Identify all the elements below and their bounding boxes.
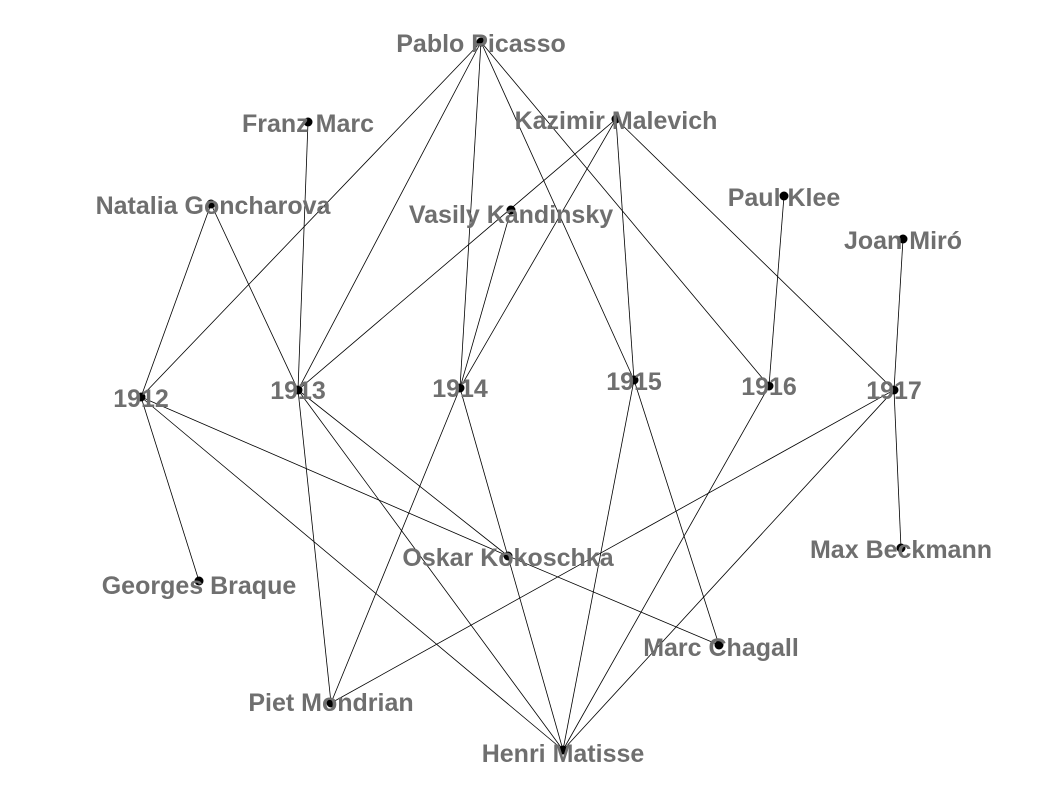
node-label-kandinsky: Vasily Kandinsky bbox=[409, 201, 613, 229]
edge-malevich-y1917 bbox=[615, 118, 895, 391]
node-label-mondrian: Piet Mondrian bbox=[248, 689, 413, 717]
node-chagall bbox=[714, 640, 724, 650]
node-y1916 bbox=[764, 381, 774, 391]
edge-y1917-matisse bbox=[562, 389, 895, 751]
edge-marc-y1913 bbox=[297, 121, 309, 391]
edge-y1915-chagall bbox=[633, 379, 720, 646]
node-marc bbox=[303, 117, 313, 127]
labels-layer: Pablo Picasso Franz Marc Kazimir Malevich N… bbox=[96, 30, 992, 768]
edge-malevich-y1913 bbox=[297, 118, 617, 391]
edge-y1917-mondrian bbox=[330, 389, 895, 704]
node-label-braque: Georges Braque bbox=[102, 572, 297, 600]
node-label-matisse: Henri Matisse bbox=[482, 740, 645, 768]
node-label-klee: Paul Klee bbox=[728, 184, 841, 212]
edge-y1912-braque bbox=[140, 396, 200, 582]
node-label-beckmann: Max Beckmann bbox=[810, 536, 992, 564]
node-malevich bbox=[611, 114, 621, 124]
edge-y1913-matisse bbox=[297, 389, 564, 751]
edge-klee-y1916 bbox=[768, 195, 785, 387]
edge-kandinsky-y1914 bbox=[459, 209, 512, 389]
node-y1913 bbox=[293, 385, 303, 395]
node-kokoschka bbox=[503, 551, 513, 561]
edge-y1914-matisse bbox=[459, 387, 564, 751]
edge-malevich-y1915 bbox=[615, 118, 635, 381]
node-klee bbox=[779, 191, 789, 201]
edge-y1912-kokoschka bbox=[140, 396, 509, 557]
edge-miro-y1917 bbox=[893, 238, 904, 391]
node-y1915 bbox=[629, 375, 639, 385]
edge-picasso-y1916 bbox=[480, 41, 770, 387]
edge-goncharova-y1912 bbox=[140, 203, 212, 398]
node-label-marc: Franz Marc bbox=[242, 110, 374, 138]
edge-malevich-y1914 bbox=[459, 118, 617, 389]
edge-goncharova-y1913 bbox=[210, 203, 299, 391]
edge-y1912-matisse bbox=[140, 396, 564, 751]
node-label-malevich: Kazimir Malevich bbox=[515, 107, 718, 135]
node-y1912 bbox=[136, 392, 146, 402]
node-y1917 bbox=[889, 385, 899, 395]
node-label-y1915: 1915 bbox=[606, 368, 662, 396]
node-picasso bbox=[476, 37, 486, 47]
node-beckmann bbox=[896, 543, 906, 553]
edges-layer bbox=[140, 41, 904, 751]
edge-picasso-y1913 bbox=[297, 41, 482, 391]
node-label-y1917: 1917 bbox=[866, 377, 922, 405]
node-goncharova bbox=[206, 199, 216, 209]
edge-y1917-beckmann bbox=[893, 389, 902, 549]
edge-kokoschka-chagall bbox=[507, 555, 720, 646]
node-label-chagall: Marc Chagall bbox=[643, 634, 799, 662]
node-label-y1912: 1912 bbox=[113, 385, 169, 413]
node-y1914 bbox=[455, 383, 465, 393]
nodes-layer bbox=[136, 37, 908, 755]
edge-y1914-mondrian bbox=[330, 387, 461, 704]
node-miro bbox=[898, 234, 908, 244]
edge-picasso-y1912 bbox=[140, 41, 482, 398]
node-label-y1913: 1913 bbox=[270, 377, 326, 405]
node-matisse bbox=[558, 745, 568, 755]
node-kandinsky bbox=[506, 205, 516, 215]
node-label-goncharova: Natalia Goncharova bbox=[96, 192, 332, 220]
edge-y1913-mondrian bbox=[297, 389, 332, 704]
node-label-miro: Joan Miró bbox=[844, 227, 962, 255]
node-label-picasso: Pablo Picasso bbox=[396, 30, 566, 58]
edge-y1916-matisse bbox=[562, 385, 770, 751]
edge-picasso-y1915 bbox=[480, 41, 635, 381]
node-label-y1914: 1914 bbox=[432, 375, 488, 403]
node-braque bbox=[194, 576, 204, 586]
node-mondrian bbox=[326, 698, 336, 708]
edge-y1913-kokoschka bbox=[297, 389, 509, 557]
node-label-kokoschka: Oskar Kokoschka bbox=[402, 544, 614, 572]
node-label-y1916: 1916 bbox=[741, 373, 797, 401]
edge-picasso-y1914 bbox=[459, 41, 482, 389]
edge-y1915-matisse bbox=[562, 379, 635, 751]
